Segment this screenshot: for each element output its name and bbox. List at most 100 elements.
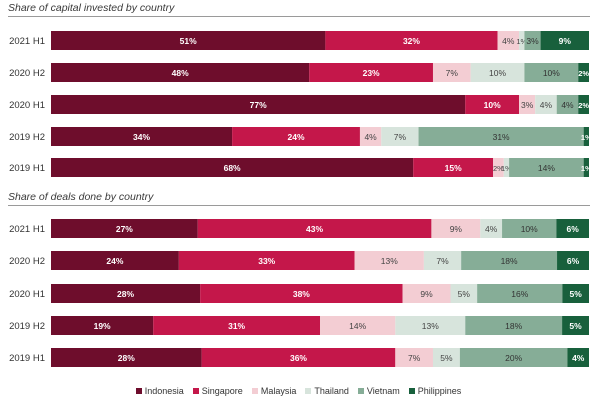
data-label-capital-2019-h1-singapore: 15% [445, 163, 462, 173]
data-label-deals-2019-h2-singapore: 31% [228, 321, 245, 331]
capital-title-rule [8, 16, 590, 17]
bar-segment-capital-2021-h1-philippines [540, 31, 589, 50]
data-label-capital-2019-h2-singapore: 24% [288, 132, 305, 142]
legend-label-philippines: Philippines [417, 386, 462, 396]
data-label-deals-2021-h1-indonesia: 27% [116, 224, 133, 234]
data-label-capital-2021-h1-malaysia: 4% [502, 36, 515, 46]
bar-segment-capital-2020-h1-malaysia [519, 95, 536, 114]
bar-segment-deals-2020-h1-philippines [562, 284, 589, 303]
bar-segment-capital-2020-h2-singapore [309, 63, 433, 82]
category-label-deals-2021-h1: 2021 H1 [9, 224, 45, 235]
bar-segment-capital-2021-h1-singapore [325, 31, 498, 50]
bar-segment-capital-2021-h1-thailand [519, 31, 525, 50]
bar-segment-deals-2019-h2-malaysia [320, 316, 396, 335]
legend-item-thailand: Thailand [305, 386, 349, 396]
category-label-deals-2019-h2: 2019 H2 [9, 321, 45, 332]
category-label-deals-2019-h1: 2019 H1 [9, 353, 45, 364]
bar-segment-deals-2020-h1-singapore [200, 284, 403, 303]
data-label-deals-2020-h2-singapore: 33% [258, 256, 275, 266]
data-label-capital-2020-h2-indonesia: 48% [172, 68, 189, 78]
bar-segment-deals-2019-h1-malaysia [395, 348, 433, 367]
bar-segment-deals-2019-h1-philippines [567, 348, 589, 367]
data-label-capital-2021-h1-indonesia: 51% [180, 36, 197, 46]
category-label-capital-2020-h2: 2020 H2 [9, 68, 45, 79]
category-label-deals-2020-h1: 2020 H1 [9, 289, 45, 300]
bar-segment-capital-2019-h1-indonesia [51, 158, 414, 177]
bar-segment-deals-2020-h2-malaysia [354, 251, 424, 270]
stacked-bar-charts: 2021 H1 51% 32% 4% 1% 3% 9%2020 H2 48% 23% 7% 10% 1… [9, 31, 590, 367]
legend-item-vietnam: Vietnam [357, 386, 400, 396]
data-label-deals-2019-h2-philippines: 5% [569, 321, 582, 331]
bar-segment-capital-2019-h1-thailand [503, 158, 510, 177]
bar-segment-capital-2020-h1-thailand [535, 95, 557, 114]
bar-segment-deals-2019-h1-indonesia [51, 348, 202, 367]
data-label-deals-2020-h2-vietnam: 18% [501, 256, 518, 266]
data-label-capital-2020-h1-malaysia: 3% [521, 100, 534, 110]
bar-segment-capital-2020-h1-singapore [465, 95, 520, 114]
data-label-capital-2019-h1-vietnam: 14% [538, 163, 555, 173]
data-label-deals-2021-h1-thailand: 4% [485, 224, 498, 234]
data-label-deals-2020-h1-malaysia: 9% [420, 289, 433, 299]
bar-segment-deals-2021-h1-malaysia [431, 219, 481, 238]
category-label-deals-2020-h2: 2020 H2 [9, 256, 45, 267]
bar-segment-capital-2019-h1-vietnam [509, 158, 584, 177]
bar-segment-capital-2021-h1-vietnam [524, 31, 541, 50]
data-label-capital-2020-h1-singapore: 10% [484, 100, 501, 110]
legend-swatch-malaysia [251, 388, 258, 394]
bar-segment-capital-2020-h1-philippines [578, 95, 589, 114]
bar-segment-capital-2019-h2-philippines [583, 127, 589, 146]
legend-label-malaysia: Malaysia [260, 386, 297, 396]
data-label-deals-2021-h1-singapore: 43% [306, 224, 323, 234]
data-label-deals-2019-h1-indonesia: 28% [118, 353, 135, 363]
bar-segment-capital-2020-h2-indonesia [51, 63, 310, 82]
bar-segment-capital-2020-h2-thailand [470, 63, 525, 82]
bar-segment-capital-2019-h2-indonesia [51, 127, 233, 146]
deals-chart-title: Share of deals done by country [8, 191, 154, 203]
data-label-deals-2020-h1-singapore: 38% [293, 289, 310, 299]
data-label-deals-2019-h2-indonesia: 19% [94, 321, 111, 331]
data-label-capital-2021-h1-philippines: 9% [559, 36, 572, 46]
legend-swatch-philippines [408, 388, 415, 394]
bar-segment-deals-2019-h2-vietnam [465, 316, 563, 335]
legend-item-malaysia: Malaysia [251, 386, 297, 396]
legend-swatch-indonesia [135, 388, 142, 394]
data-label-deals-2019-h1-malaysia: 7% [408, 353, 421, 363]
bar-segment-deals-2019-h2-singapore [153, 316, 320, 335]
bar-segment-capital-2019-h1-philippines [583, 158, 589, 177]
data-label-capital-2019-h1-thailand: 1% [501, 164, 512, 173]
legend-item-singapore: Singapore [192, 386, 243, 396]
bar-segment-deals-2019-h1-vietnam [459, 348, 568, 367]
data-label-capital-2020-h1-philippines: 2% [578, 101, 589, 110]
legend-label-thailand: Thailand [314, 386, 349, 396]
bar-segment-deals-2019-h1-thailand [432, 348, 460, 367]
bar-segment-deals-2020-h2-philippines [557, 251, 589, 270]
data-label-deals-2020-h2-malaysia: 13% [381, 256, 398, 266]
bar-segment-deals-2020-h1-thailand [450, 284, 478, 303]
data-label-deals-2019-h1-thailand: 5% [440, 353, 453, 363]
legend-swatch-singapore [192, 388, 199, 394]
data-label-capital-2019-h1-malaysia: 2% [493, 164, 504, 173]
data-label-capital-2020-h2-singapore: 23% [363, 68, 380, 78]
bar-segment-deals-2019-h2-thailand [395, 316, 466, 335]
data-label-deals-2020-h2-indonesia: 24% [106, 256, 123, 266]
bar-segment-capital-2020-h2-vietnam [524, 63, 579, 82]
bar-segment-capital-2019-h1-singapore [413, 158, 494, 177]
bar-segment-capital-2019-h1-malaysia [493, 158, 504, 177]
bar-segment-deals-2021-h1-singapore [197, 219, 432, 238]
bar-segment-deals-2020-h1-vietnam [477, 284, 563, 303]
data-label-capital-2020-h2-vietnam: 10% [543, 68, 560, 78]
bar-segment-capital-2019-h2-malaysia [359, 127, 382, 146]
category-label-capital-2019-h1: 2019 H1 [9, 163, 45, 174]
data-label-deals-2021-h1-philippines: 6% [567, 224, 580, 234]
data-label-deals-2019-h2-vietnam: 18% [505, 321, 522, 331]
bar-segment-deals-2021-h1-indonesia [51, 219, 198, 238]
bar-segment-capital-2020-h2-philippines [578, 63, 589, 82]
deals-title-rule [8, 205, 590, 206]
bar-segment-capital-2021-h1-malaysia [497, 31, 520, 50]
bar-segment-deals-2020-h2-singapore [178, 251, 355, 270]
data-label-deals-2021-h1-vietnam: 10% [521, 224, 538, 234]
data-label-capital-2020-h1-indonesia: 77% [250, 100, 267, 110]
data-label-capital-2020-h1-thailand: 4% [540, 100, 553, 110]
data-label-deals-2020-h1-vietnam: 16% [511, 289, 528, 299]
data-label-deals-2020-h2-thailand: 7% [436, 256, 449, 266]
